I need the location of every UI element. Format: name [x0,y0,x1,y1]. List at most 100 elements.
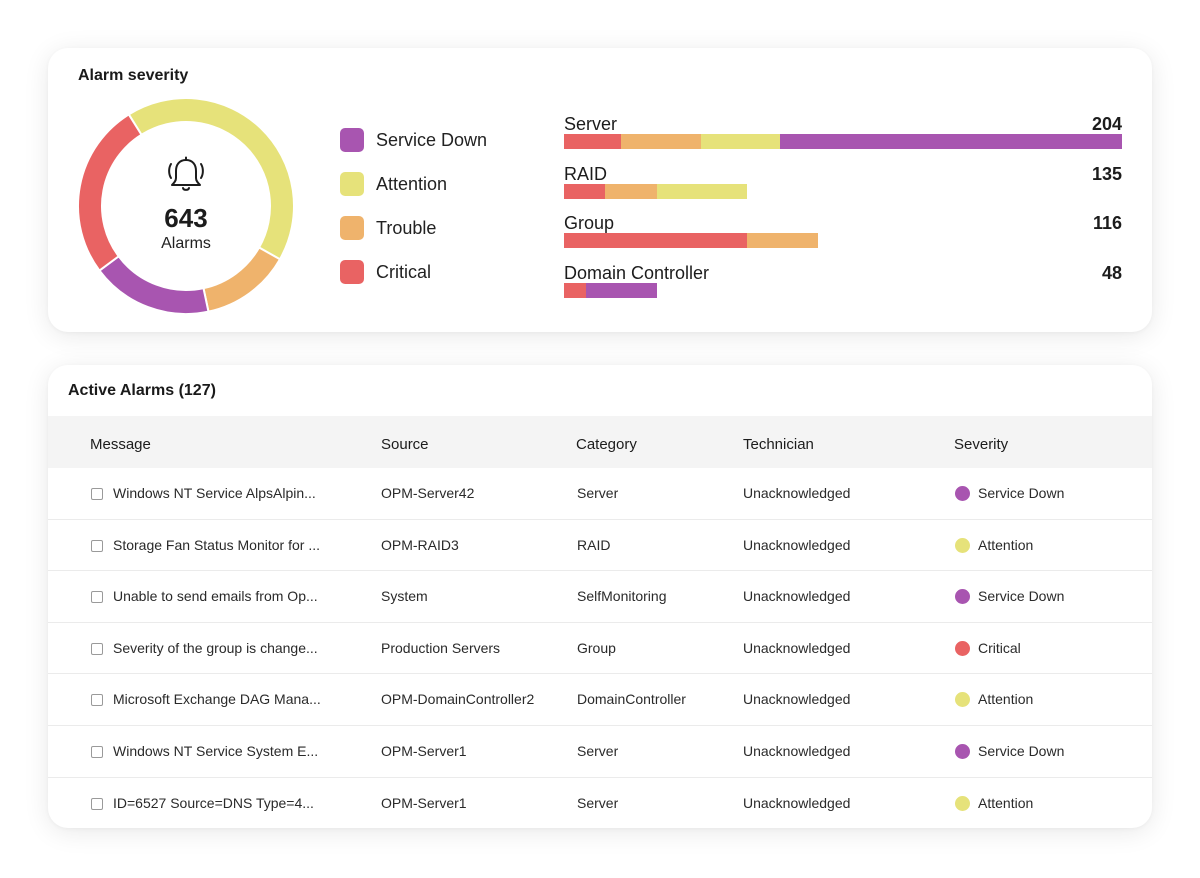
bar-segment-critical[interactable] [564,134,622,149]
legend-label: Critical [376,261,432,282]
stacked-bar [564,134,1122,149]
cell-message[interactable]: Unable to send emails from Op... [113,588,318,605]
legend-item-attention[interactable]: Attention [340,172,487,196]
severity-dot [955,486,970,501]
cell-category: Server [577,794,619,811]
column-header-category[interactable]: Category [576,436,637,453]
cell-message[interactable]: ID=6527 Source=DNS Type=4... [113,794,314,811]
alarm-total-label: Alarms [161,234,211,252]
legend-label: Trouble [376,217,437,238]
cell-source: System [381,588,428,605]
cell-source: OPM-RAID3 [381,536,459,553]
alarms-table-body: Windows NT Service AlpsAlpin... OPM-Serve… [48,468,1152,828]
cell-technician: Unacknowledged [743,536,851,553]
bar-segment-trouble[interactable] [747,233,819,249]
cell-message[interactable]: Storage Fan Status Monitor for ... [113,536,320,553]
bar-segment-critical[interactable] [564,233,748,249]
cell-severity: Service Down [978,742,1065,759]
legend-item-trouble[interactable]: Trouble [340,216,487,240]
table-row[interactable]: Severity of the group is change... Produc… [48,623,1152,675]
legend-swatch [340,260,364,284]
row-checkbox[interactable] [91,642,103,655]
bar-total-value: 135 [1091,163,1122,184]
category-bar-chart: Server 204 RAID 135 Group 116 Domain Controlle… [564,114,1122,312]
cell-message[interactable]: Windows NT Service System E... [113,742,319,759]
bar-row-raid[interactable]: RAID 135 [564,164,1122,214]
table-row[interactable]: Unable to send emails from Op... System Se… [48,571,1152,623]
cell-source: Production Servers [381,639,501,656]
column-header-severity[interactable]: Severity [954,436,1009,453]
table-row[interactable]: Storage Fan Status Monitor for ... OPM-RA… [48,520,1152,572]
bar-row-domain-controller[interactable]: Domain Controller 48 [564,263,1122,313]
severity-dot [955,795,970,811]
stacked-bar [564,183,748,199]
column-header-source[interactable]: Source [381,436,429,453]
cell-source: OPM-Server1 [381,742,467,759]
cell-technician: Unacknowledged [743,691,851,708]
table-row[interactable]: Windows NT Service System E... OPM-Server… [48,726,1152,778]
row-checkbox[interactable] [91,745,103,758]
bar-row-server[interactable]: Server 204 [564,114,1122,164]
bar-category-label: RAID [564,163,608,184]
row-checkbox[interactable] [91,797,103,810]
cell-source: OPM-Server1 [381,794,467,811]
bar-segment-service-down[interactable] [585,282,657,298]
bar-row-group[interactable]: Group 116 [564,213,1122,263]
cell-technician: Unacknowledged [743,742,851,759]
active-alarms-card: Active Alarms (127) Message Source Categ… [48,365,1152,828]
row-checkbox[interactable] [91,694,103,707]
cell-category: DomainController [577,691,686,708]
cell-severity: Attention [978,794,1034,811]
cell-message[interactable]: Severity of the group is change... [113,639,318,656]
donut-center: 643 Alarms [76,96,296,316]
column-header-message[interactable]: Message [90,436,151,453]
bar-segment-trouble[interactable] [605,183,657,199]
bar-segment-trouble[interactable] [621,134,701,149]
bar-segment-critical[interactable] [564,183,606,199]
donut-slice-critical[interactable] [77,113,143,272]
bar-segment-attention[interactable] [656,183,748,199]
bar-total-value: 48 [1101,262,1122,283]
bar-category-label: Domain Controller [564,262,710,283]
legend-item-service-down[interactable]: Service Down [340,128,487,152]
legend-swatch [340,216,364,240]
severity-legend: Service Down Attention Trouble Critical [340,128,487,304]
row-checkbox[interactable] [91,539,103,552]
table-header: Message Source Category Technician Sever… [48,416,1152,468]
cell-category: Server [577,742,619,759]
legend-item-critical[interactable]: Critical [340,260,487,284]
cell-severity: Attention [978,536,1034,553]
legend-label: Service Down [376,129,488,150]
table-row[interactable]: Windows NT Service AlpsAlpin... OPM-Serve… [48,468,1152,520]
column-header-technician[interactable]: Technician [743,436,814,453]
cell-category: SelfMonitoring [577,588,667,605]
table-row[interactable]: ID=6527 Source=DNS Type=4... OPM-Server1 S… [48,778,1152,828]
cell-category: Group [577,639,616,656]
bar-segment-service-down[interactable] [780,134,1122,149]
row-checkbox[interactable] [91,591,103,604]
cell-severity: Attention [978,691,1034,708]
cell-source: OPM-DomainController2 [381,691,535,708]
active-alarms-title: Active Alarms (127) [68,382,216,399]
bar-segment-critical[interactable] [564,282,586,298]
stacked-bar [564,233,819,249]
bar-category-label: Group [564,213,615,234]
table-row[interactable]: Microsoft Exchange DAG Mana... OPM-Domain… [48,674,1152,726]
severity-dot [955,537,970,553]
severity-dot [955,692,970,708]
cell-severity: Service Down [978,485,1065,501]
legend-swatch [340,128,364,152]
cell-message[interactable]: Microsoft Exchange DAG Mana... [113,691,321,708]
row-checkbox[interactable] [91,488,103,500]
cell-category: RAID [577,536,611,553]
cell-technician: Unacknowledged [743,485,851,501]
bar-category-label: Server [564,114,618,134]
bell-ringing-icon [165,156,207,199]
cell-message[interactable]: Windows NT Service AlpsAlpin... [113,485,316,501]
bar-total-value: 116 [1092,213,1122,234]
cell-category: Server [577,485,619,501]
alarm-severity-card: Alarm severity 643 Alarms Service Down At… [48,48,1152,332]
cell-technician: Unacknowledged [743,639,851,656]
bar-segment-attention[interactable] [700,134,781,149]
cell-technician: Unacknowledged [743,588,851,605]
